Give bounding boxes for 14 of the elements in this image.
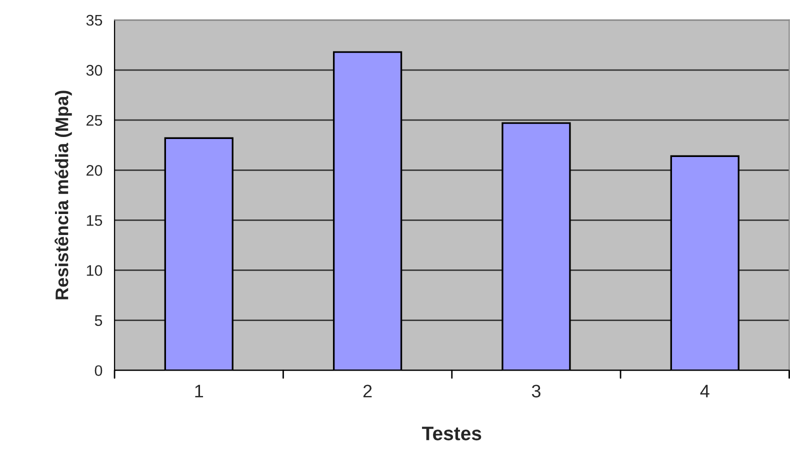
x-axis-title: Testes (422, 426, 482, 440)
y-tick-label: 0 (94, 365, 102, 376)
x-tick-label: 4 (700, 384, 710, 398)
x-tick-label: 3 (532, 384, 540, 398)
y-tick-label: 10 (86, 265, 102, 276)
x-tick-label: 1 (195, 384, 204, 398)
y-tick-label: 5 (94, 315, 102, 326)
y-tick-label: 30 (86, 64, 102, 76)
y-tick-label: 35 (86, 14, 102, 26)
x-tick-label: 2 (363, 384, 372, 398)
y-tick-label: 15 (86, 215, 102, 226)
y-axis-title: Resistência média (Mpa) (54, 90, 72, 300)
y-tick-label: 20 (86, 165, 102, 176)
y-tick-label: 25 (86, 114, 102, 126)
